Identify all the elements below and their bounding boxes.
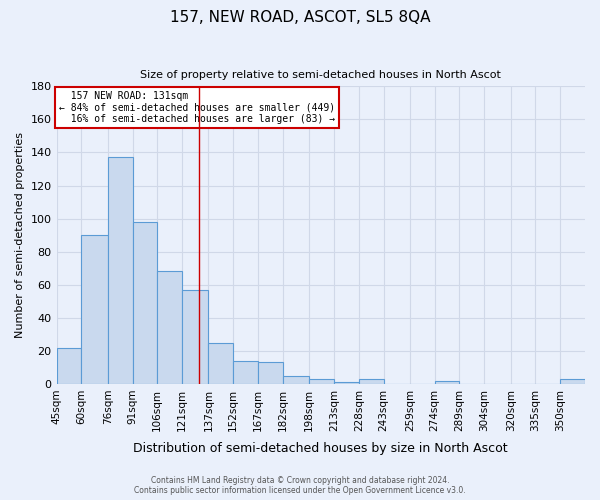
Bar [56,348,82,384]
Bar [82,235,108,384]
Bar [233,361,258,384]
Y-axis label: Number of semi-detached properties: Number of semi-detached properties [15,132,25,338]
Bar [133,222,157,384]
Text: 157 NEW ROAD: 131sqm
← 84% of semi-detached houses are smaller (449)
  16% of se: 157 NEW ROAD: 131sqm ← 84% of semi-detac… [59,91,335,124]
Text: Contains HM Land Registry data © Crown copyright and database right 2024.
Contai: Contains HM Land Registry data © Crown c… [134,476,466,495]
Bar [157,272,182,384]
Bar [359,379,383,384]
Bar [208,342,233,384]
Text: 157, NEW ROAD, ASCOT, SL5 8QA: 157, NEW ROAD, ASCOT, SL5 8QA [170,10,430,25]
Bar [258,362,283,384]
Title: Size of property relative to semi-detached houses in North Ascot: Size of property relative to semi-detach… [140,70,501,80]
Bar [435,380,460,384]
Bar [560,379,585,384]
X-axis label: Distribution of semi-detached houses by size in North Ascot: Distribution of semi-detached houses by … [133,442,508,455]
Bar [108,158,133,384]
Bar [309,379,334,384]
Bar [334,382,359,384]
Bar [283,376,309,384]
Bar [182,290,208,384]
